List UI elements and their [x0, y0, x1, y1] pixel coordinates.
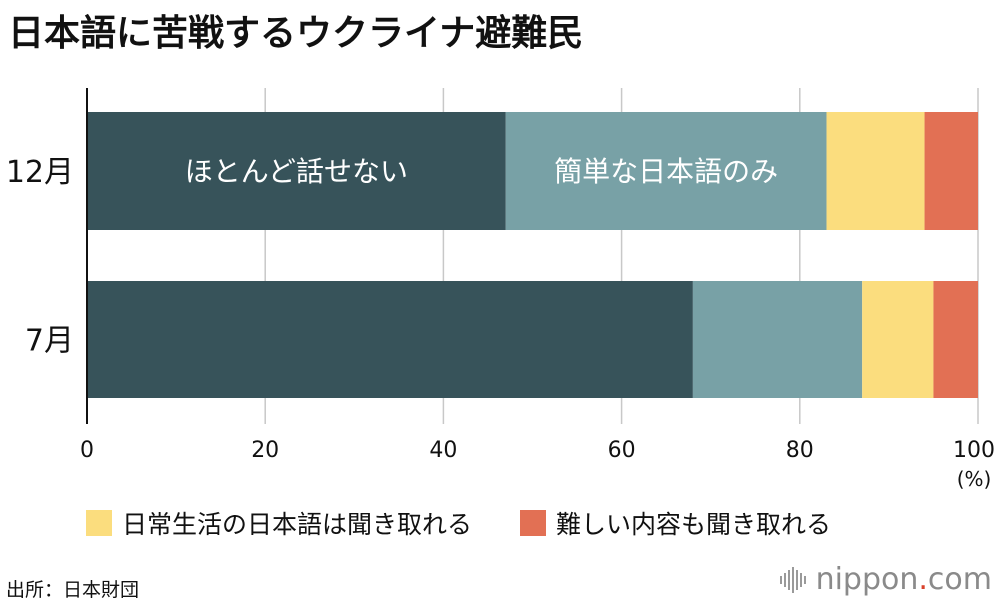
bar-0-2: [827, 112, 925, 230]
stacked-bar-chart: ほとんど話せない 簡単な日本語のみ 12月 7月 0 20 40 60 80 100 (%): [0, 0, 1000, 500]
inline-label-1: 簡単な日本語のみ: [554, 155, 778, 188]
inline-label-0: ほとんど話せない: [185, 155, 408, 188]
bar-0-3: [925, 112, 978, 230]
source-note: 出所：日本財団: [6, 575, 139, 602]
x-tick-label-100: 100: [953, 438, 995, 463]
x-tick-label-80: 80: [786, 438, 814, 463]
waveform-icon: [780, 567, 808, 593]
x-unit-label: (%): [957, 467, 992, 491]
bar-1-2: [862, 281, 933, 398]
category-label-0: 12月: [6, 155, 74, 190]
legend-swatch-daily-listening: [86, 510, 112, 536]
logo-name: nippon: [816, 562, 919, 597]
category-label-1: 7月: [25, 324, 74, 359]
legend-label-daily-listening: 日常生活の日本語は聞き取れる: [122, 505, 472, 541]
x-tick-label-0: 0: [80, 438, 94, 463]
x-tick-label-20: 20: [251, 438, 279, 463]
bar-1-0: [87, 281, 693, 398]
x-tick-label-40: 40: [429, 438, 457, 463]
bar-1-3: [933, 281, 978, 398]
legend-item-daily-listening: 日常生活の日本語は聞き取れる: [86, 505, 472, 541]
x-tick-label-60: 60: [608, 438, 636, 463]
legend-label-difficult-listening: 難しい内容も聞き取れる: [556, 505, 831, 541]
legend: 日常生活の日本語は聞き取れる 難しい内容も聞き取れる: [86, 505, 879, 541]
logo-suffix: com: [928, 562, 992, 597]
legend-item-difficult-listening: 難しい内容も聞き取れる: [520, 505, 831, 541]
bar-1-1: [693, 281, 862, 398]
legend-swatch-difficult-listening: [520, 510, 546, 536]
nippon-logo: nippon. com: [780, 562, 992, 597]
logo-dot: .: [918, 562, 928, 597]
